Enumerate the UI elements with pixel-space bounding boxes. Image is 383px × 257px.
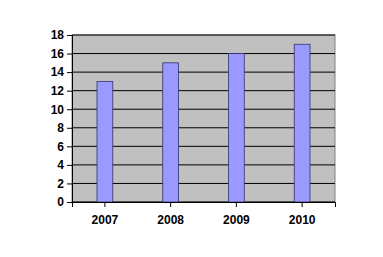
y-axis-line (67, 36, 73, 203)
y-tick: 18 (51, 28, 72, 42)
y-tick: 0 (57, 195, 72, 209)
x-tick-mark (170, 202, 171, 207)
y-tick-mark (67, 183, 72, 184)
y-tick-mark (67, 202, 72, 203)
y-tick-label: 4 (57, 158, 64, 172)
y-tick-mark (67, 35, 72, 36)
x-tick-label: 2010 (289, 213, 316, 227)
bars (97, 44, 310, 202)
grid-line (72, 35, 335, 36)
y-tick-label: 14 (51, 65, 65, 79)
y-tick: 2 (57, 177, 72, 191)
y-tick-label: 6 (57, 140, 64, 154)
y-tick: 16 (51, 47, 72, 61)
y-tick-mark (67, 165, 72, 166)
y-tick-label: 8 (57, 121, 64, 135)
x-tick-mark (104, 202, 105, 207)
x-tick-label: 2009 (223, 213, 250, 227)
y-axis: 0 2 4 6 8 10 12 14 16 18 (51, 28, 73, 209)
x-tick: 2010 (289, 202, 316, 227)
y-tick-label: 0 (57, 195, 64, 209)
y-tick-mark (67, 128, 72, 129)
x-tick-mark (236, 202, 237, 207)
y-tick-mark (67, 146, 72, 147)
x-tick: 2007 (92, 202, 119, 227)
y-tick-mark (67, 54, 72, 55)
x-tick-label: 2008 (157, 213, 184, 227)
y-tick-mark (67, 72, 72, 73)
y-tick: 12 (51, 84, 72, 98)
y-tick-mark (67, 109, 72, 110)
plot: 0 2 4 6 8 10 12 14 16 18 2007 2008 2009 2010 (51, 28, 336, 227)
y-tick: 10 (51, 103, 72, 117)
bar (228, 54, 244, 202)
y-tick: 14 (51, 65, 72, 79)
y-tick: 6 (57, 140, 72, 154)
y-tick-label: 10 (51, 103, 65, 117)
plot-background (72, 35, 335, 202)
x-tick-label: 2007 (92, 213, 119, 227)
y-tick: 4 (57, 158, 72, 172)
bar (294, 44, 310, 202)
x-axis-line (73, 203, 336, 208)
y-tick-mark (67, 91, 72, 92)
y-tick-label: 18 (51, 28, 65, 42)
x-axis: 2007 2008 2009 2010 (73, 202, 336, 227)
y-tick-label: 16 (51, 47, 65, 61)
x-tick-mark (302, 202, 303, 207)
x-tick: 2008 (157, 202, 184, 227)
y-tick: 8 (57, 121, 72, 135)
bar (163, 63, 179, 202)
bar (97, 81, 113, 202)
grid (72, 35, 335, 202)
y-tick-label: 12 (51, 84, 65, 98)
x-tick: 2009 (223, 202, 250, 227)
y-tick-label: 2 (57, 177, 64, 191)
chart: 0 2 4 6 8 10 12 14 16 18 2007 2008 2009 2010 (0, 0, 383, 257)
